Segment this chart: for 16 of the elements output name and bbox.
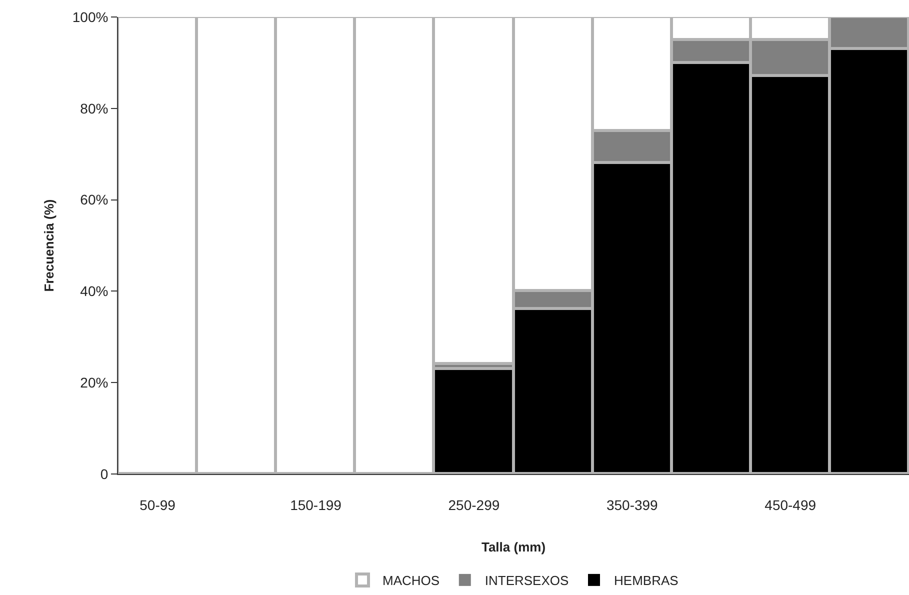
x-axis-title: Talla (mm) xyxy=(481,539,546,554)
x-tick-label: 350-399 xyxy=(606,496,658,513)
legend-label: HEMBRAS xyxy=(614,573,679,588)
x-tick-label: 50-99 xyxy=(140,496,176,513)
x-tick-label: 450-499 xyxy=(764,496,816,513)
y-tick-label: 40% xyxy=(80,283,108,300)
y-tick-label: 60% xyxy=(80,192,108,208)
y-tick-label: 80% xyxy=(80,100,108,116)
y-tick-label: 100% xyxy=(72,8,108,25)
y-tick-label: 0 xyxy=(100,466,108,482)
x-tick-label: 150-199 xyxy=(290,496,342,513)
y-tick-label: 20% xyxy=(80,374,108,390)
y-axis-title: Frecuencia (%) xyxy=(41,199,56,292)
legend-label: INTERSEXOS xyxy=(484,573,570,588)
legend-label: MACHOS xyxy=(382,573,440,588)
x-tick-label: 250-299 xyxy=(448,496,500,513)
